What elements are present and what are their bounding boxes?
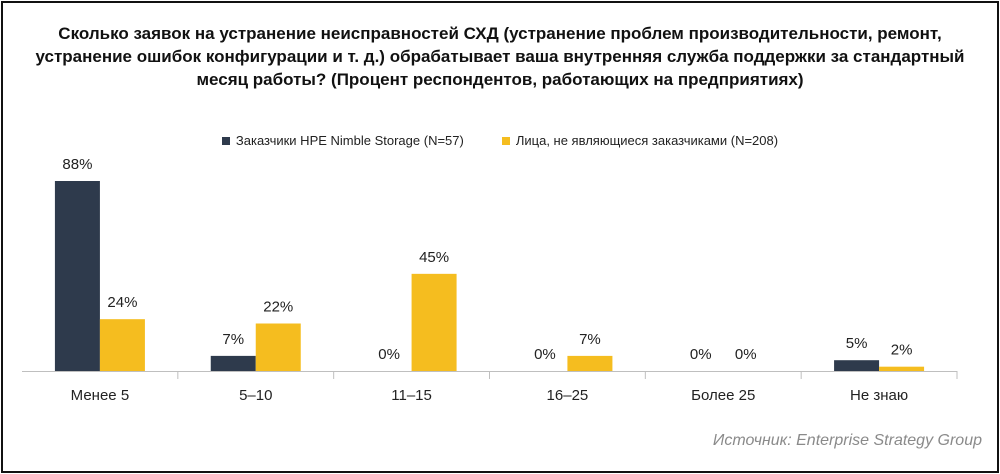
data-label-series1-4: 0% [690, 346, 712, 363]
data-label-series1-0: 88% [62, 156, 92, 173]
data-label-series1-2: 0% [378, 346, 400, 363]
data-label-series1-3: 0% [534, 346, 556, 363]
bar-series2-3 [567, 355, 613, 371]
bar-series1-1 [210, 355, 256, 371]
legend-swatch-series1 [221, 136, 230, 145]
bar-series2-0 [99, 319, 145, 371]
data-label-series2-5: 2% [891, 342, 913, 359]
data-label-series2-4: 0% [735, 346, 757, 363]
bar-series1-5 [834, 360, 880, 371]
bar-series2-5 [879, 366, 925, 371]
data-label-series2-2: 45% [419, 249, 449, 266]
legend-item-series2: Лица, не являющиеся заказчиками (N=208) [501, 133, 779, 148]
legend-swatch-series2 [501, 136, 510, 145]
legend: Заказчики HPE Nimble Storage (N=57) Лица… [0, 133, 1000, 148]
category-label-4: Более 25 [691, 387, 755, 404]
data-label-series1-5: 5% [846, 335, 868, 352]
legend-label-series2: Лица, не являющиеся заказчиками (N=208) [515, 133, 779, 148]
category-label-5: Не знаю [850, 387, 908, 404]
source-note: Источник: Enterprise Strategy Group [712, 432, 982, 449]
bar-series1-0 [54, 181, 100, 371]
category-label-3: 16–25 [547, 387, 589, 404]
data-label-series2-0: 24% [107, 294, 137, 311]
bar-series2-2 [411, 273, 457, 371]
category-label-0: Менее 5 [71, 387, 129, 404]
legend-item-series1: Заказчики HPE Nimble Storage (N=57) [221, 133, 464, 148]
data-label-series1-1: 7% [222, 331, 244, 348]
legend-label-series1: Заказчики HPE Nimble Storage (N=57) [235, 133, 464, 148]
category-label-1: 5–10 [239, 387, 272, 404]
category-label-2: 11–15 [391, 387, 432, 404]
data-label-series2-3: 7% [579, 331, 601, 348]
data-label-series2-1: 22% [263, 299, 293, 316]
chart-title: Сколько заявок на устранение неисправнос… [35, 24, 965, 89]
bar-series2-1 [255, 323, 301, 371]
